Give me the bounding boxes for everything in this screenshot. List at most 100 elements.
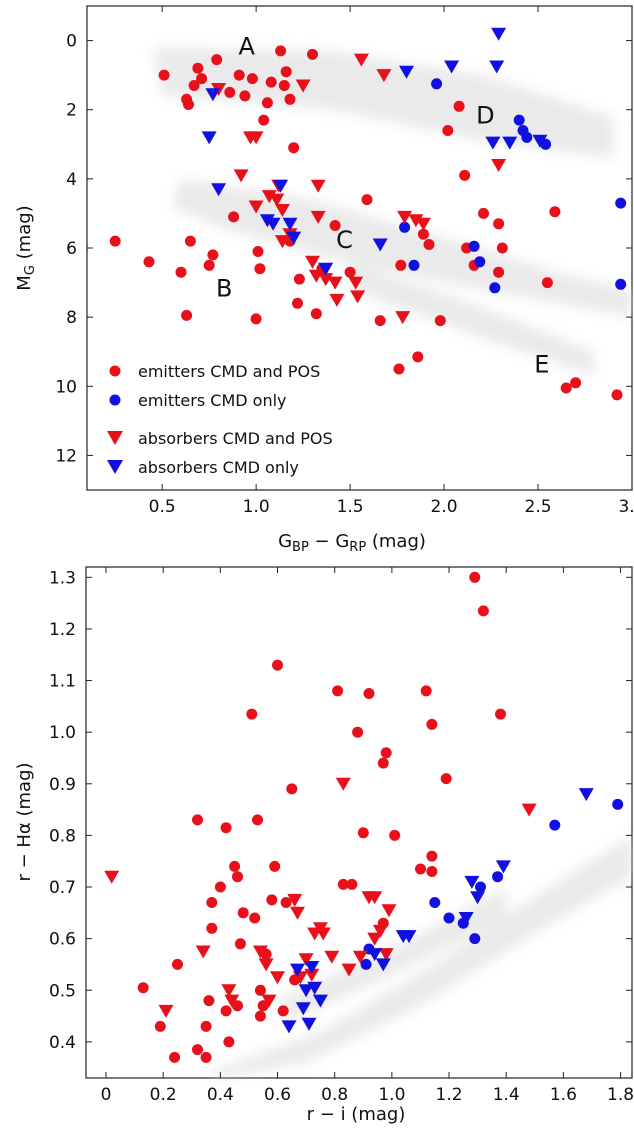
data-point-triangle <box>397 210 413 224</box>
y-tick-label: 0.7 <box>49 878 76 898</box>
data-point-circle <box>393 363 405 375</box>
legend-entry-emitters-cmd-and-pos: emitters CMD and POS <box>109 362 320 381</box>
data-point-circle <box>357 827 369 839</box>
data-point-circle <box>137 982 149 994</box>
data-point-circle <box>429 897 441 908</box>
data-point-circle <box>220 822 232 834</box>
x-tick-label: 2.5 <box>525 497 552 517</box>
x-tick-label: 0.6 <box>264 1085 291 1105</box>
data-point-triangle <box>318 273 334 287</box>
data-point-triangle <box>372 924 388 938</box>
y-tick-label: 0 <box>66 32 77 52</box>
data-point-circle <box>288 142 300 154</box>
region-label: B <box>216 274 232 302</box>
data-point-circle <box>234 938 246 950</box>
data-point-circle <box>207 249 219 261</box>
data-point-circle <box>200 1051 212 1063</box>
cmd-x-axis-label: GBP − GRP (mag) <box>278 531 426 555</box>
y-tick-label: 1.3 <box>49 568 76 588</box>
cmd-legend: emitters CMD and POS emitters CMD only a… <box>107 362 333 477</box>
data-point-circle <box>284 93 296 105</box>
data-point-triangle <box>158 1004 174 1018</box>
data-point-triangle <box>290 963 305 977</box>
field-star-density <box>350 261 595 376</box>
y-tick-label: 12 <box>55 446 77 466</box>
data-point-circle <box>492 871 504 883</box>
data-point-circle <box>389 829 401 841</box>
region-label: D <box>476 102 494 130</box>
data-point-circle <box>380 747 392 759</box>
data-point-triangle <box>195 945 211 959</box>
data-point-triangle <box>224 994 240 1008</box>
data-point-triangle <box>329 293 345 307</box>
data-point-circle <box>293 273 305 285</box>
cmd-field-star-background <box>152 47 632 376</box>
data-point-circle <box>332 685 344 697</box>
data-point-circle <box>252 814 263 826</box>
data-point-triangle <box>269 193 285 207</box>
data-point-circle <box>420 685 432 697</box>
data-point-circle <box>239 90 251 102</box>
data-point-triangle <box>378 948 394 962</box>
data-point-triangle <box>274 235 290 249</box>
y-tick-label: 1.2 <box>49 620 76 640</box>
y-tick-label: 0.9 <box>49 775 76 795</box>
data-point-circle <box>228 211 240 223</box>
legend-label: emitters CMD only <box>138 391 287 410</box>
data-point-circle <box>426 866 438 877</box>
data-point-circle <box>361 194 373 206</box>
legend-marker-blue-circle <box>109 394 121 406</box>
legend-marker-red-circle <box>109 365 121 377</box>
data-point-circle <box>183 99 194 110</box>
data-point-triangle <box>298 984 314 998</box>
data-point-circle <box>278 80 290 91</box>
data-point-triangle <box>298 953 314 967</box>
data-point-circle <box>549 819 561 831</box>
data-point-triangle <box>312 994 328 1008</box>
x-tick-label: 2.0 <box>431 497 458 517</box>
data-point-circle <box>570 377 582 389</box>
data-point-circle <box>200 1020 212 1032</box>
data-point-triangle <box>502 136 518 150</box>
x-tick-label: 1.0 <box>378 1085 405 1105</box>
data-point-circle <box>192 1044 203 1056</box>
data-point-triangle <box>307 981 323 995</box>
data-point-triangle <box>367 891 383 905</box>
data-point-circle <box>453 100 465 112</box>
region-label: C <box>336 226 353 254</box>
data-point-circle <box>434 315 446 327</box>
y-tick-label: 0.6 <box>49 930 76 950</box>
cc-data-points <box>104 571 624 1063</box>
data-point-triangle <box>521 803 537 817</box>
data-point-triangle <box>310 179 326 193</box>
data-point-circle <box>521 131 533 143</box>
data-point-triangle <box>205 88 221 102</box>
data-point-triangle <box>104 870 120 884</box>
y-tick-label: 1.1 <box>49 672 76 692</box>
data-point-circle <box>337 878 349 890</box>
data-point-circle <box>307 48 318 60</box>
cc-x-axis-label: r − i (mag) <box>307 1104 406 1125</box>
y-tick-label: 10 <box>55 377 77 397</box>
y-tick-label: 8 <box>66 308 77 328</box>
data-point-circle <box>417 228 429 240</box>
data-point-circle <box>478 207 489 219</box>
data-point-triangle <box>399 65 414 79</box>
data-point-circle <box>206 897 218 908</box>
data-point-triangle <box>305 255 320 269</box>
data-point-triangle <box>221 984 237 998</box>
data-point-triangle <box>273 179 289 193</box>
data-point-triangle <box>578 788 594 802</box>
data-point-triangle <box>282 217 298 231</box>
data-point-circle <box>513 114 525 126</box>
data-point-circle <box>549 206 561 218</box>
data-point-circle <box>254 1010 266 1022</box>
data-point-circle <box>469 933 481 945</box>
data-point-circle <box>443 912 455 924</box>
data-point-circle <box>269 860 281 872</box>
data-point-circle <box>249 912 261 924</box>
data-point-circle <box>224 86 236 98</box>
data-point-triangle <box>318 262 334 276</box>
y-tick-label: 2 <box>66 101 77 121</box>
data-point-triangle <box>295 1002 311 1016</box>
